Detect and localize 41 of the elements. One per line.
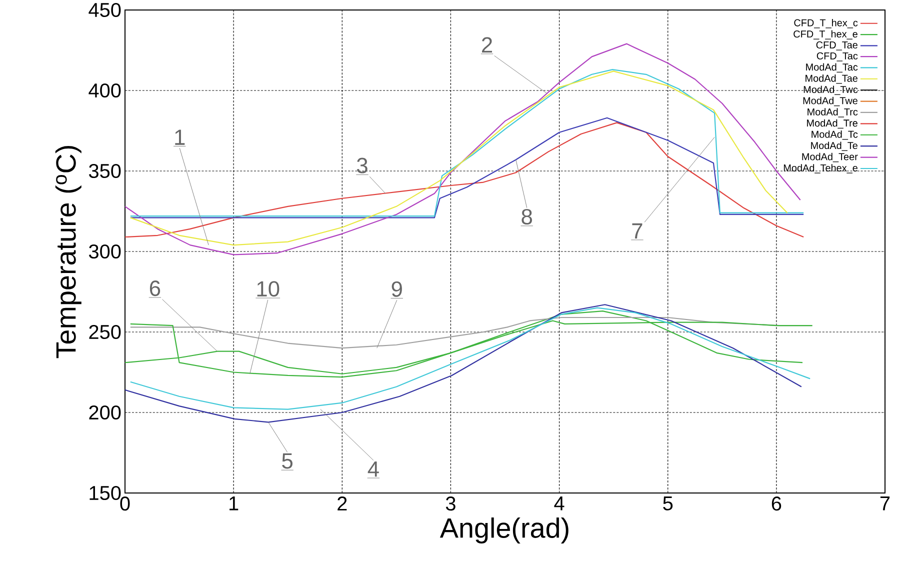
y-tick-label: 150 bbox=[90, 486, 121, 500]
y-tick-label: 200 bbox=[89, 405, 121, 420]
x-tick-label: 3 bbox=[446, 496, 456, 511]
legend-label: ModAd_Tre bbox=[807, 119, 858, 129]
x-tick-label: 1 bbox=[230, 496, 238, 510]
annotation: 10 bbox=[257, 281, 280, 297]
legend-label: ModAd_Tac bbox=[806, 63, 858, 73]
annotation: 2 bbox=[482, 37, 492, 52]
legend-label: ModAd_Tc bbox=[812, 130, 858, 140]
legend-label: CFD_Tac bbox=[816, 52, 858, 62]
annotation: 7 bbox=[632, 223, 642, 239]
x-tick-label: 7 bbox=[880, 496, 890, 510]
y-tick-label: 450 bbox=[88, 2, 121, 18]
legend-label: CFD_Tae bbox=[816, 41, 858, 50]
annotation: 9 bbox=[392, 281, 402, 297]
x-tick-label: 5 bbox=[663, 496, 673, 510]
legend-label: ModAd_Twe bbox=[803, 96, 858, 106]
legend-label: ModAd_Twc bbox=[804, 86, 858, 95]
y-axis-title: Temperature ($^{o}$C) bbox=[55, 146, 82, 358]
x-axis-title: Angle(rad) bbox=[440, 517, 568, 544]
annotation: 5 bbox=[282, 453, 292, 469]
legend-label: ModAd_Tehex_e bbox=[784, 164, 858, 174]
legend-label: CFD_T_hex_c bbox=[794, 19, 858, 28]
annotation: 1 bbox=[175, 130, 185, 145]
y-tick-label: 400 bbox=[88, 83, 121, 98]
legend-label: ModAd_Teer bbox=[802, 152, 858, 162]
legend-label: CFD_T_hex_e bbox=[794, 30, 858, 40]
annotation: 8 bbox=[522, 208, 532, 224]
x-tick-label: 4 bbox=[554, 496, 564, 510]
y-tick-label: 300 bbox=[89, 244, 121, 259]
legend-label: ModAd_Te bbox=[811, 142, 858, 151]
annotation: 4 bbox=[368, 462, 379, 477]
x-tick-label: 6 bbox=[772, 496, 782, 511]
x-tick-label: 2 bbox=[338, 496, 347, 510]
legend-label: ModAd_Trc bbox=[808, 108, 858, 118]
y-tick-label: 350 bbox=[89, 164, 121, 178]
annotation: 3 bbox=[356, 158, 368, 174]
x-tick-label: 0 bbox=[120, 496, 130, 511]
legend-label: ModAd_Tae bbox=[806, 74, 858, 84]
y-tick-label: 250 bbox=[89, 324, 121, 340]
annotation: 6 bbox=[150, 280, 160, 296]
